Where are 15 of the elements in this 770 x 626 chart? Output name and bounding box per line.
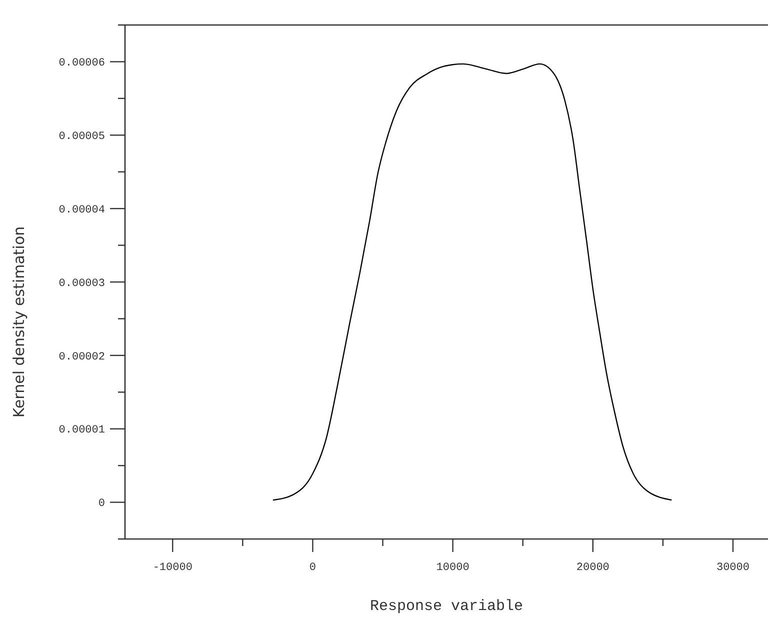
y-tick-label: 0.00002 — [58, 351, 105, 364]
x-tick-label: 30000 — [716, 562, 750, 574]
x-tick-label: 0 — [309, 562, 316, 574]
y-axis-title: Kernel density estimation — [10, 226, 28, 418]
line-series — [272, 63, 672, 501]
y-tick-label: 0.00004 — [58, 204, 106, 216]
x-tick-label: 20000 — [576, 562, 610, 574]
y-tick-label: 0.00006 — [58, 58, 105, 70]
x-tick-label: 10000 — [436, 562, 470, 574]
x-tick-label: -10000 — [152, 562, 192, 574]
y-tick-label: 0.00003 — [58, 278, 105, 290]
x-axis-title: Response variable — [370, 598, 524, 615]
y-tick-label: 0 — [98, 498, 105, 510]
y-tick-label: 0.00001 — [58, 424, 106, 437]
y-tick-label: 0.00005 — [58, 130, 105, 143]
